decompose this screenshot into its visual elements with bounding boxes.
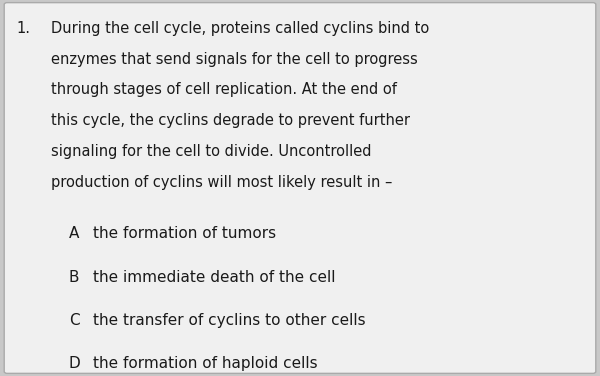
Text: signaling for the cell to divide. Uncontrolled: signaling for the cell to divide. Uncont… (51, 144, 371, 159)
Text: production of cyclins will most likely result in –: production of cyclins will most likely r… (51, 175, 392, 190)
Text: A: A (69, 226, 79, 241)
Text: the formation of tumors: the formation of tumors (93, 226, 276, 241)
FancyBboxPatch shape (4, 3, 596, 373)
Text: the formation of haploid cells: the formation of haploid cells (93, 356, 317, 371)
Text: B: B (69, 270, 79, 285)
Text: the immediate death of the cell: the immediate death of the cell (93, 270, 335, 285)
Text: During the cell cycle, proteins called cyclins bind to: During the cell cycle, proteins called c… (51, 21, 429, 36)
Text: enzymes that send signals for the cell to progress: enzymes that send signals for the cell t… (51, 52, 418, 67)
Text: the transfer of cyclins to other cells: the transfer of cyclins to other cells (93, 313, 365, 328)
Text: through stages of cell replication. At the end of: through stages of cell replication. At t… (51, 82, 397, 97)
Text: C: C (69, 313, 80, 328)
Text: 1.: 1. (17, 21, 31, 36)
Text: this cycle, the cyclins degrade to prevent further: this cycle, the cyclins degrade to preve… (51, 113, 410, 128)
Text: D: D (69, 356, 81, 371)
